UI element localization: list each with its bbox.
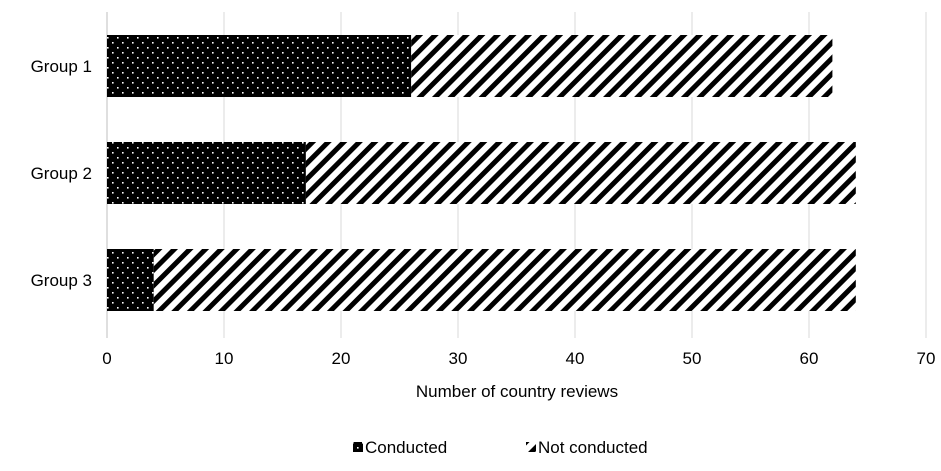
x-tick-label: 20 <box>332 349 351 368</box>
bar-conducted-3 <box>107 249 154 311</box>
bar-conducted-1 <box>107 35 412 97</box>
x-tick-label: 40 <box>566 349 585 368</box>
x-tick-label: 10 <box>215 349 234 368</box>
bars <box>107 35 856 311</box>
x-tick-label: 60 <box>800 349 819 368</box>
x-axis-title: Number of country reviews <box>416 382 618 401</box>
bar-not-conducted-1 <box>411 35 833 97</box>
bar-not-conducted-3 <box>153 249 856 311</box>
y-tick-label: Group 3 <box>31 271 92 290</box>
x-tick-label: 30 <box>449 349 468 368</box>
x-axis-labels: 0 10 20 30 40 50 60 70 <box>102 349 935 368</box>
legend-label-not-conducted: Not conducted <box>538 438 648 457</box>
y-axis-labels: Group 1 Group 2 Group 3 <box>31 57 92 290</box>
y-tick-label: Group 2 <box>31 164 92 183</box>
legend-label-conducted: Conducted <box>365 438 447 457</box>
legend: Conducted Not conducted <box>353 438 648 457</box>
x-tick-label: 50 <box>683 349 702 368</box>
bar-conducted-2 <box>107 142 306 204</box>
legend-swatch-not-conducted <box>526 442 536 452</box>
y-tick-label: Group 1 <box>31 57 92 76</box>
bar-not-conducted-2 <box>305 142 856 204</box>
legend-swatch-conducted <box>353 442 363 452</box>
x-tick-label: 70 <box>917 349 936 368</box>
x-tick-label: 0 <box>102 349 111 368</box>
